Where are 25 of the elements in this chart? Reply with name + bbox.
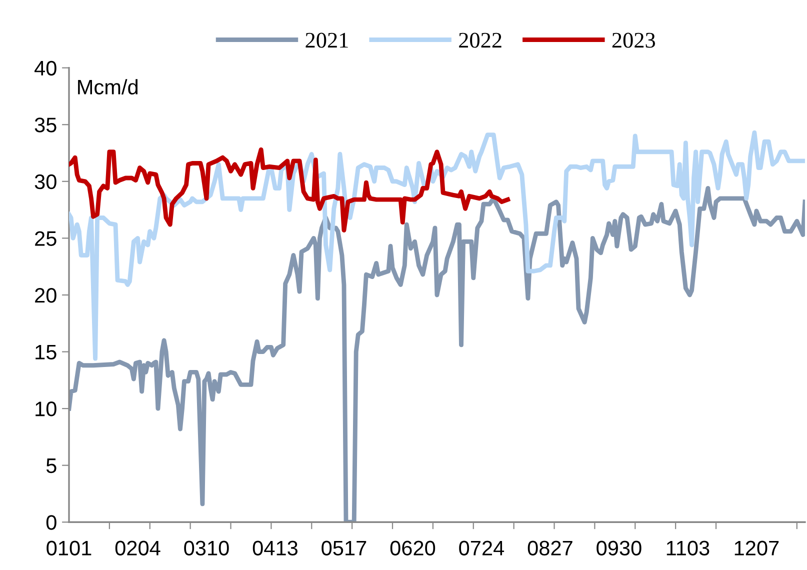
y-tick-label: 30 (34, 174, 56, 190)
x-tick-label: 0724 (459, 540, 504, 556)
x-tick-label: 0310 (184, 540, 229, 556)
y-tick-label: 15 (36, 344, 56, 360)
x-tick-label: 0517 (322, 540, 366, 556)
y-tick-label: 40 (34, 60, 56, 76)
x-tick-label: 0413 (252, 540, 298, 556)
y-axis-title: Mcm/d (78, 79, 138, 94)
y-tick-label: 25 (35, 231, 56, 246)
x-tick-label: 0101 (46, 540, 92, 556)
x-tick-label: 0930 (596, 540, 642, 556)
legend-label: 2023 (612, 32, 656, 48)
x-tick-label: 0204 (115, 540, 160, 556)
y-tick-label: 10 (36, 402, 56, 416)
legend-label: 2021 (306, 32, 348, 48)
y-tick-label: 35 (34, 118, 56, 132)
x-tick-label: 1103 (666, 540, 710, 556)
y-tick-label: 0 (46, 515, 56, 530)
y-tick-label: 5 (46, 458, 56, 474)
x-tick-label: 1207 (734, 540, 779, 556)
line-series (69, 147, 510, 232)
x-tick-label: 0620 (390, 540, 436, 556)
x-tick-label: 0827 (528, 540, 572, 556)
y-tick-label: 20 (35, 288, 56, 303)
legend-label: 2022 (459, 32, 502, 48)
